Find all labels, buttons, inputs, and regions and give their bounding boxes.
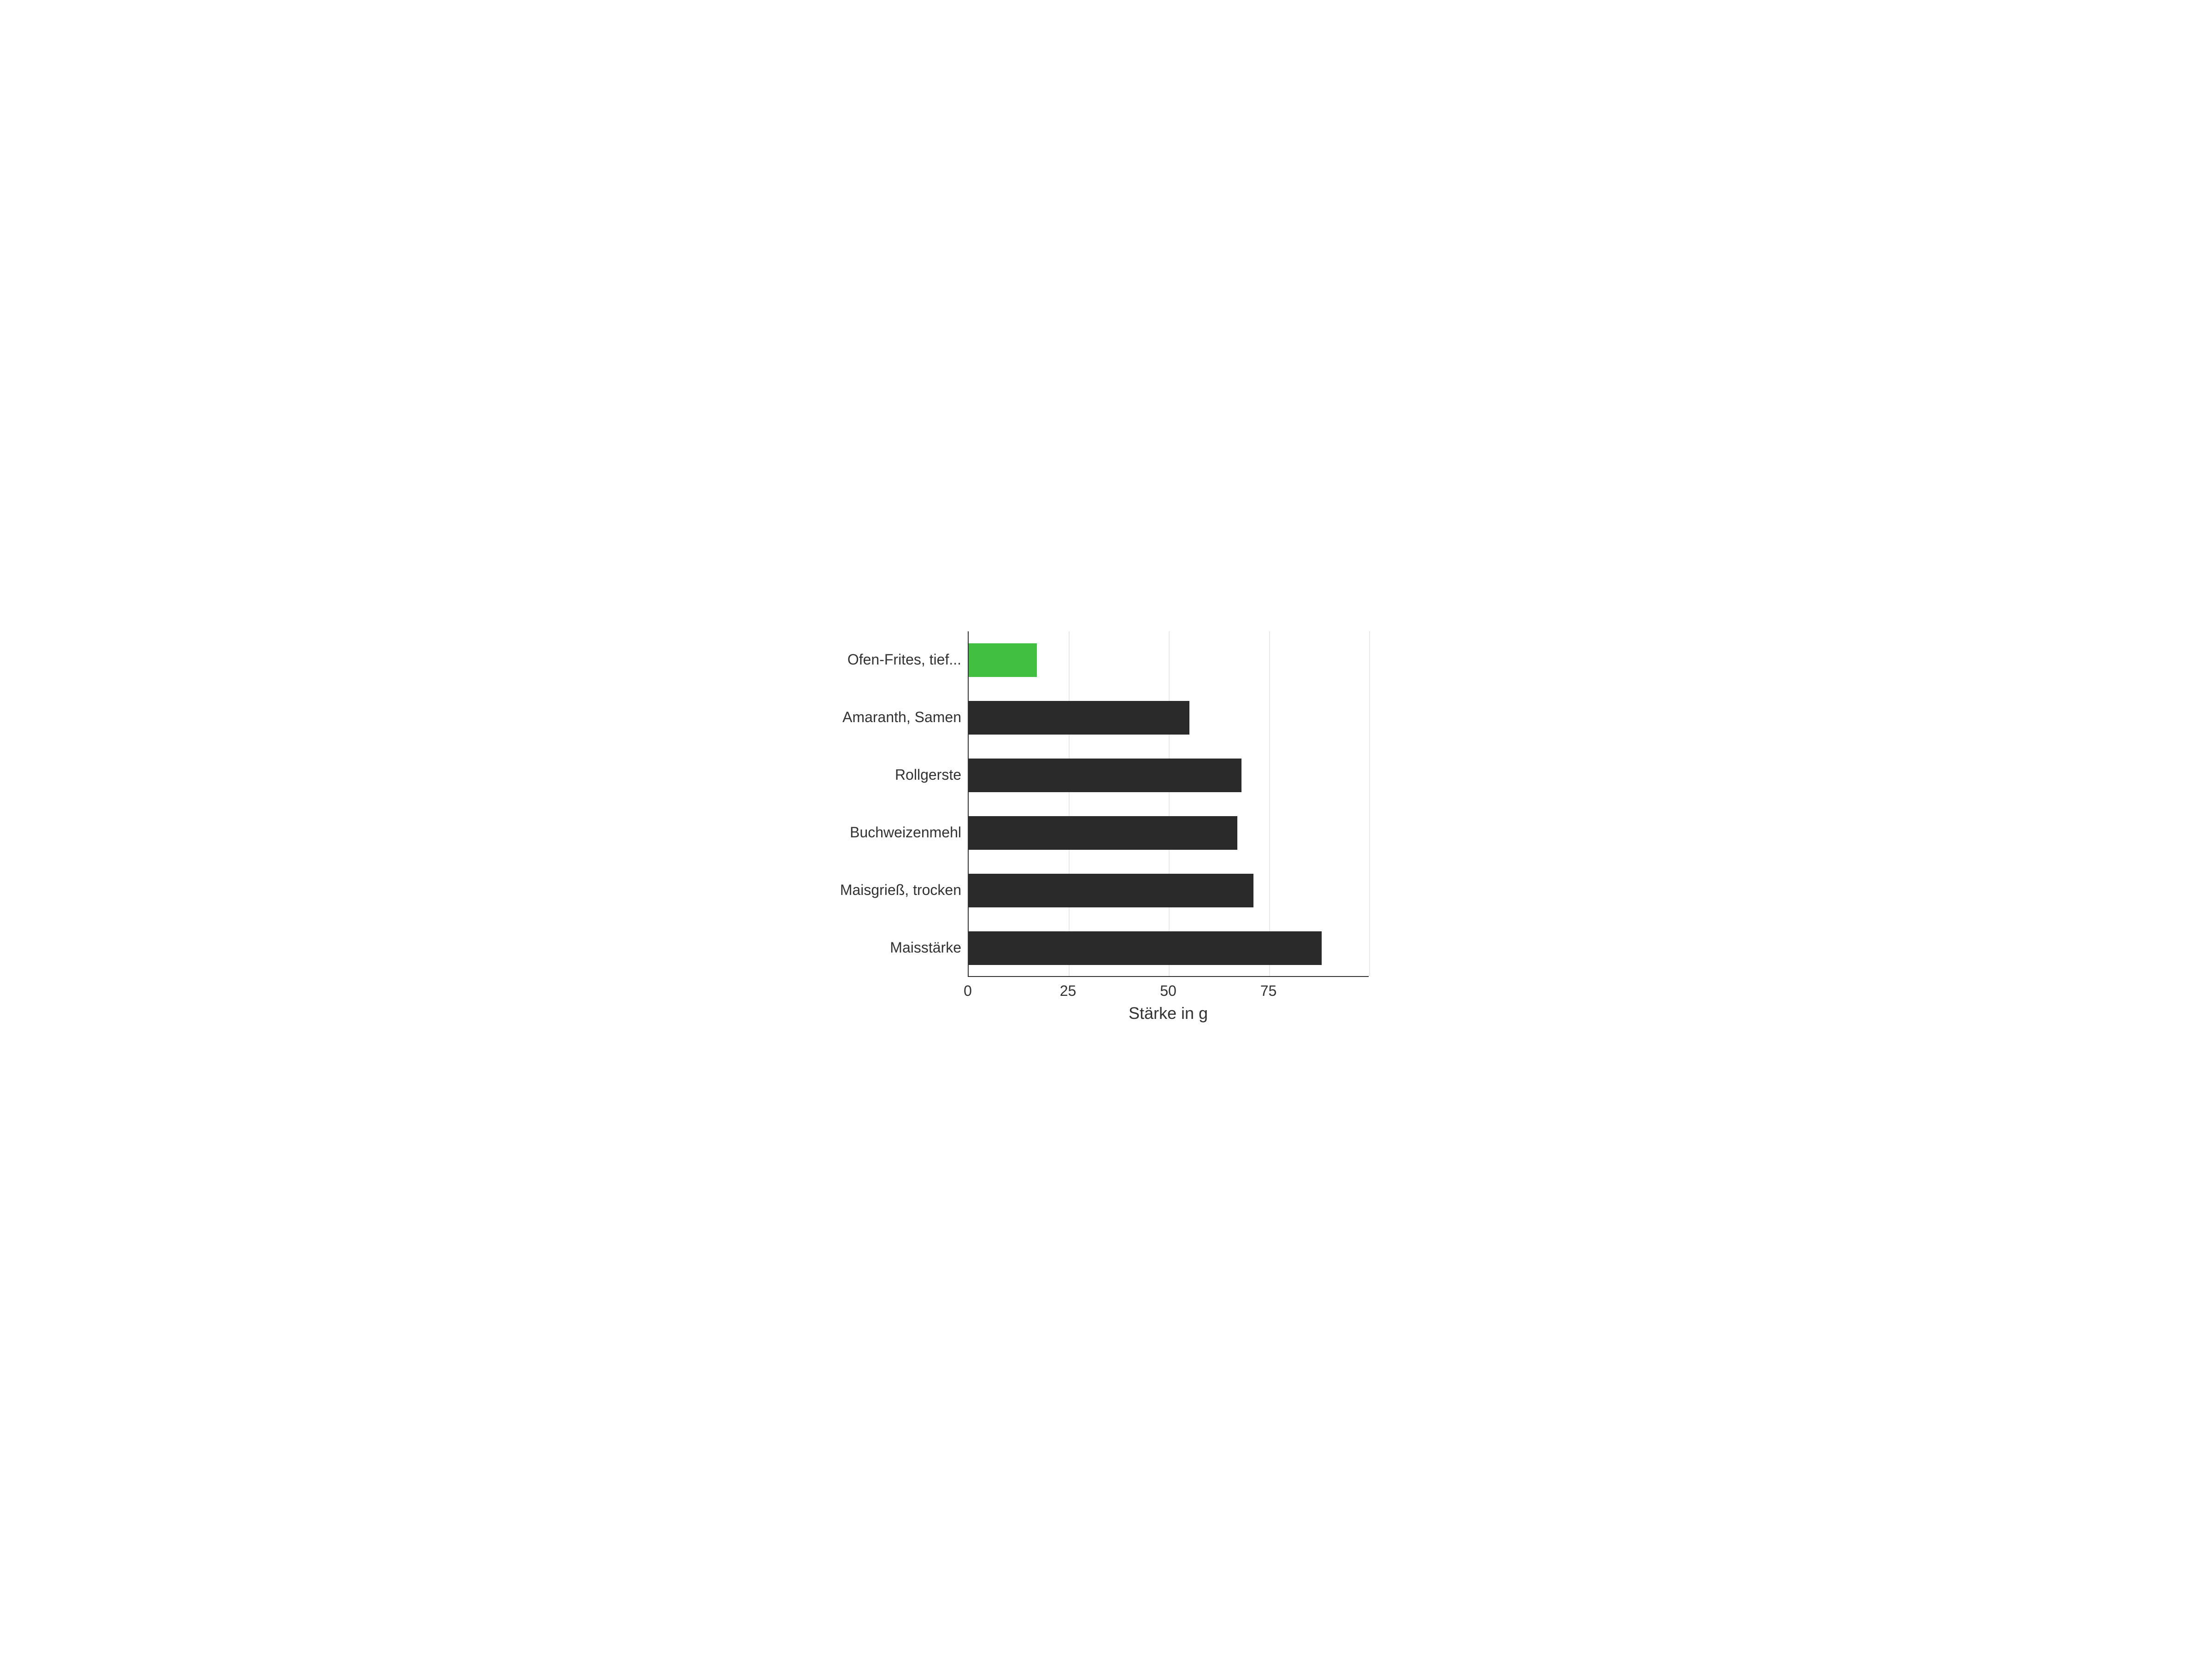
y-category-label: Maisstärke (832, 939, 961, 956)
y-category-label: Buchweizenmehl (832, 824, 961, 841)
x-tick-label: 75 (1260, 982, 1277, 1000)
y-category-label: Amaranth, Samen (832, 709, 961, 726)
starch-bar-chart: 0 25 50 75 Stärke in g Ofen-Frites, tief... Am… (830, 622, 1382, 1037)
y-category-label: Rollgerste (832, 766, 961, 783)
bar (969, 643, 1037, 677)
bar (969, 701, 1189, 735)
gridline (1069, 631, 1070, 976)
bar (969, 816, 1237, 850)
x-tick-label: 0 (964, 982, 972, 1000)
bar (969, 759, 1241, 792)
gridline (1269, 631, 1270, 976)
y-category-label: Maisgrieß, trocken (832, 882, 961, 899)
plot-area (968, 631, 1369, 977)
bar (969, 874, 1253, 907)
x-tick-label: 50 (1160, 982, 1177, 1000)
gridline (1369, 631, 1370, 976)
x-tick-label: 25 (1060, 982, 1077, 1000)
gridline (1169, 631, 1170, 976)
y-category-label: Ofen-Frites, tief... (832, 651, 961, 668)
x-axis-title: Stärke in g (1129, 1004, 1208, 1023)
bar (969, 931, 1322, 965)
